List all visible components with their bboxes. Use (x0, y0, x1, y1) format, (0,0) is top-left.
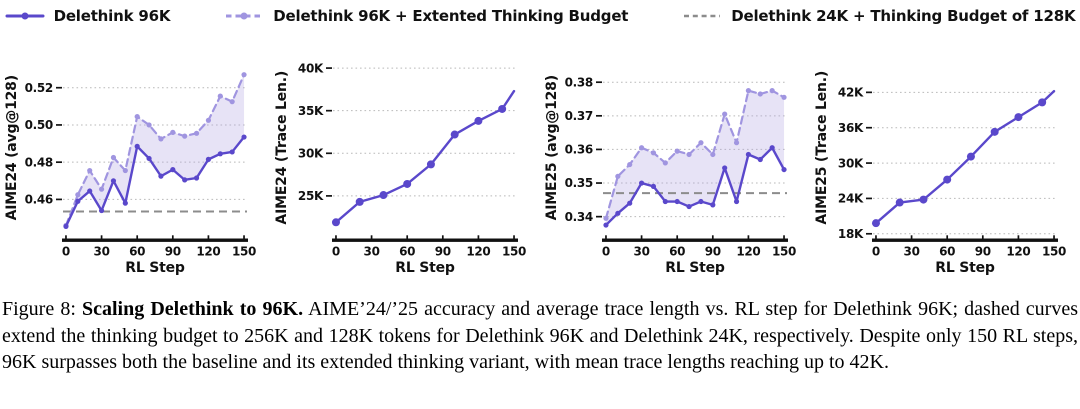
svg-text:0.35: 0.35 (565, 176, 593, 190)
svg-text:120: 120 (736, 245, 760, 259)
svg-text:25K: 25K (298, 189, 324, 203)
svg-text:90: 90 (165, 245, 181, 259)
svg-text:150: 150 (1042, 245, 1066, 259)
chart-aime24-accuracy: 0.46 0.48 0.50 0.52 0 30 60 90 120 150 RL Step AIME… (0, 50, 270, 279)
svg-text:150: 150 (772, 245, 796, 259)
svg-text:0.36: 0.36 (565, 143, 593, 157)
chart-svg-aime25-accuracy: 0.34 0.35 0.36 0.37 0.38 0 30 60 90 120 150 RL Step… (544, 75, 796, 276)
svg-text:35K: 35K (298, 104, 324, 118)
svg-text:42K: 42K (838, 86, 864, 100)
svg-text:60: 60 (939, 245, 955, 259)
dashed-line-marker-icon (226, 12, 263, 20)
legend-label: Delethink 24K + Thinking Budget of 128K (731, 7, 1076, 25)
svg-text:24K: 24K (838, 192, 864, 206)
svg-text:0.37: 0.37 (565, 109, 593, 123)
svg-text:60: 60 (669, 245, 685, 259)
svg-text:90: 90 (975, 245, 991, 259)
chart-aime24-trace-length: 25K 30K 35K 40K 0 30 60 90 120 150 RL Step AIME24 (… (270, 50, 540, 279)
chart-aime25-trace-length: 18K 24K 30K 36K 42K 0 30 60 90 120 150 RL Step AIME2… (810, 50, 1080, 279)
svg-text:RL Step: RL Step (935, 260, 995, 276)
svg-text:0: 0 (602, 245, 610, 259)
svg-text:30: 30 (904, 245, 920, 259)
svg-text:40K: 40K (298, 61, 324, 75)
svg-text:30K: 30K (838, 156, 864, 170)
chart-legend: Delethink 96K Delethink 96K + Extented T… (0, 0, 1080, 27)
svg-text:AIME24 (Trace Len.): AIME24 (Trace Len.) (274, 71, 290, 225)
svg-text:AIME25 (Trace Len.): AIME25 (Trace Len.) (814, 71, 830, 225)
svg-text:150: 150 (232, 245, 256, 259)
svg-text:0: 0 (332, 245, 340, 259)
svg-text:0.50: 0.50 (25, 118, 53, 132)
svg-text:RL Step: RL Step (665, 260, 725, 276)
svg-text:90: 90 (705, 245, 721, 259)
caption-label: Figure 8: (2, 298, 76, 320)
svg-text:60: 60 (399, 245, 415, 259)
chart-svg-aime25-trace-length: 18K 24K 30K 36K 42K 0 30 60 90 120 150 RL Step AIME2… (814, 71, 1066, 276)
svg-text:RL Step: RL Step (125, 260, 185, 276)
svg-text:150: 150 (502, 245, 526, 259)
svg-text:30K: 30K (298, 146, 324, 160)
svg-text:120: 120 (196, 245, 220, 259)
svg-text:36K: 36K (838, 121, 864, 135)
legend-item-delethink-96k: Delethink 96K (5, 7, 171, 25)
svg-text:0.52: 0.52 (25, 81, 53, 95)
svg-text:120: 120 (1006, 245, 1030, 259)
svg-text:0: 0 (872, 245, 880, 259)
legend-item-delethink-96k-extended: Delethink 96K + Extented Thinking Budget (224, 7, 628, 25)
svg-text:0.34: 0.34 (565, 210, 593, 224)
caption-body: AIME’24/’25 accuracy and average trace l… (2, 298, 1078, 373)
svg-text:AIME24 (avg@128): AIME24 (avg@128) (4, 75, 20, 220)
legend-label: Delethink 96K + Extented Thinking Budget (273, 7, 629, 25)
svg-text:30: 30 (364, 245, 380, 259)
svg-text:60: 60 (129, 245, 145, 259)
chart-svg-aime24-trace-length: 25K 30K 35K 40K 0 30 60 90 120 150 RL Step AIME24 (… (274, 61, 526, 276)
svg-text:RL Step: RL Step (395, 260, 455, 276)
svg-text:0: 0 (62, 245, 70, 259)
svg-text:30: 30 (634, 245, 650, 259)
legend-label: Delethink 96K (53, 7, 171, 25)
figure-caption: Figure 8: Scaling Delethink to 96K. AIME… (0, 296, 1080, 376)
svg-text:120: 120 (466, 245, 490, 259)
svg-text:0.48: 0.48 (25, 155, 53, 169)
legend-item-delethink-24k: Delethink 24K + Thinking Budget of 128K (682, 7, 1076, 25)
charts-row: 0.46 0.48 0.50 0.52 0 30 60 90 120 150 RL Step AIME… (0, 50, 1080, 279)
svg-text:AIME25 (avg@128): AIME25 (avg@128) (544, 75, 560, 220)
svg-text:0.38: 0.38 (565, 75, 593, 89)
svg-text:0.46: 0.46 (25, 193, 53, 207)
solid-line-marker-icon (5, 12, 45, 20)
caption-title: Scaling Delethink to 96K. (81, 298, 304, 320)
svg-text:18K: 18K (838, 227, 864, 241)
chart-aime25-accuracy: 0.34 0.35 0.36 0.37 0.38 0 30 60 90 120 150 RL Step… (540, 50, 810, 279)
chart-svg-aime24-accuracy: 0.46 0.48 0.50 0.52 0 30 60 90 120 150 RL Step AIME… (4, 72, 256, 276)
svg-text:90: 90 (435, 245, 451, 259)
svg-text:30: 30 (94, 245, 110, 259)
gray-dashed-line-icon (684, 14, 721, 18)
